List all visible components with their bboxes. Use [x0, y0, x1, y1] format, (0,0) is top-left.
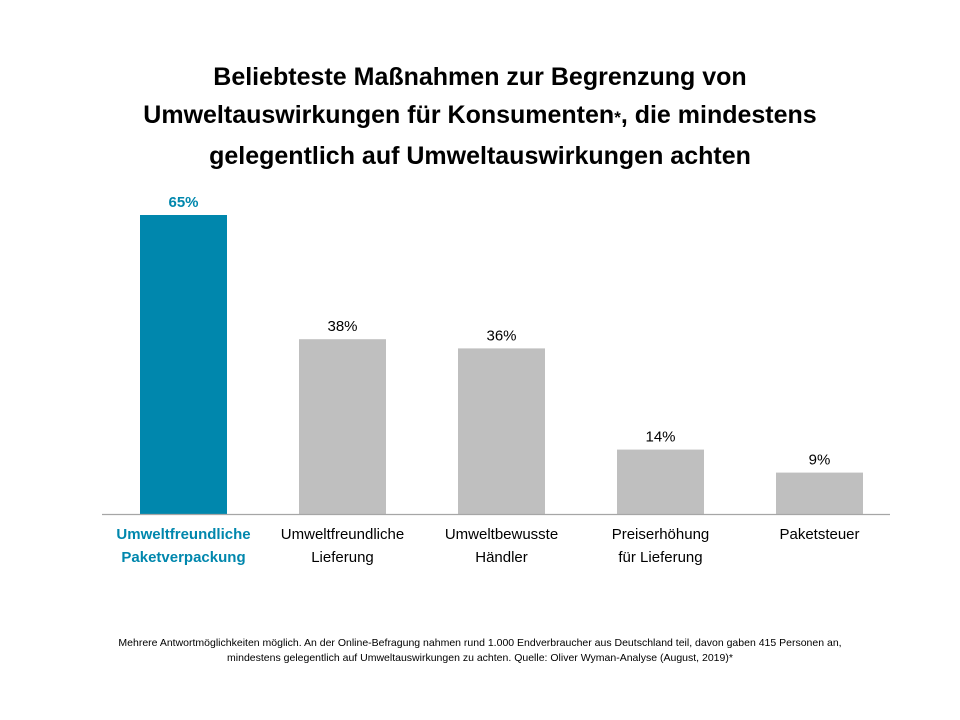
- value-label-5: 9%: [809, 452, 831, 469]
- bar-4: [617, 449, 704, 514]
- title-line-2-suffix: , die mindestens: [620, 101, 817, 129]
- title-line-1: Beliebteste Maßnahmen zur Begrenzung von: [213, 63, 747, 91]
- category-label-4-line-2: für Lieferung: [618, 549, 702, 566]
- category-label-2-line-1: Umweltfreundliche: [281, 526, 404, 543]
- category-label-2-line-2: Lieferung: [311, 549, 374, 566]
- category-label-3-line-1: Umweltbewusste: [445, 526, 558, 543]
- category-label-1-line-1: Umweltfreundliche: [116, 526, 250, 543]
- category-label-3-line-2: Händler: [475, 549, 528, 566]
- value-label-4: 14%: [645, 429, 675, 446]
- title-line-2: Umweltauswirkungen für Konsumenten*, die…: [60, 96, 900, 137]
- category-label-4-line-1: Preiserhöhung: [612, 526, 710, 543]
- category-label-1-line-2: Paketverpackung: [121, 549, 245, 566]
- value-label-2: 38%: [327, 318, 357, 335]
- value-label-1: 65%: [168, 194, 198, 211]
- value-label-3: 36%: [486, 327, 516, 344]
- footnote: Mehrere Antwortmöglichkeiten möglich. An…: [40, 636, 920, 666]
- bar-5: [776, 472, 863, 514]
- bars-layer: [140, 215, 863, 514]
- title-asterisk: *: [614, 108, 621, 127]
- labels-layer: 65% Umweltfreundliche Paketverpackung 38% Um…: [116, 194, 859, 566]
- title-line-3: gelegentlich auf Umweltauswirkungen acht…: [209, 142, 751, 170]
- footnote-line-1: Mehrere Antwortmöglichkeiten möglich. An…: [118, 637, 842, 649]
- bar-3: [458, 348, 545, 514]
- footnote-line-2: mindestens gelegentlich auf Umweltauswir…: [227, 652, 733, 664]
- bar-2: [299, 339, 386, 514]
- bar-1: [140, 215, 227, 514]
- chart-title: Beliebteste Maßnahmen zur Begrenzung von…: [60, 58, 900, 175]
- title-line-2-prefix: Umweltauswirkungen für Konsumenten: [143, 101, 615, 129]
- category-label-5-line-1: Paketsteuer: [779, 526, 859, 543]
